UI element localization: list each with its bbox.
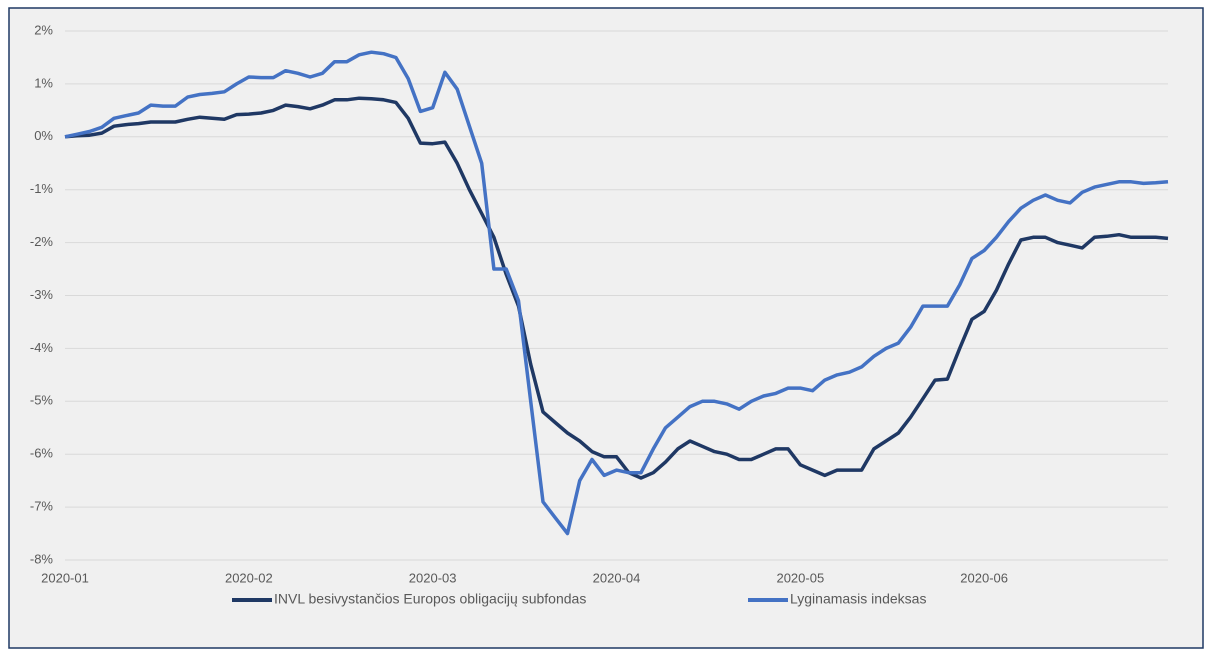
y-tick-label: -2% [30, 234, 54, 249]
x-tick-label: 2020-05 [776, 570, 824, 585]
y-tick-label: 0% [34, 128, 53, 143]
y-tick-label: 1% [34, 75, 53, 90]
x-tick-label: 2020-03 [409, 570, 457, 585]
x-tick-label: 2020-06 [960, 570, 1008, 585]
y-tick-label: -3% [30, 287, 54, 302]
y-tick-label: 2% [34, 22, 53, 37]
y-tick-label: -1% [30, 181, 54, 196]
x-tick-label: 2020-04 [593, 570, 641, 585]
chart-frame [8, 7, 1204, 649]
x-tick-label: 2020-02 [225, 570, 273, 585]
y-tick-label: -5% [30, 393, 54, 408]
x-tick-label: 2020-01 [41, 570, 89, 585]
y-tick-label: -7% [30, 499, 54, 514]
y-tick-label: -6% [30, 446, 54, 461]
series-line [64, 50, 1169, 536]
legend-label: Lyginamasis indeksas [790, 591, 926, 607]
y-tick-label: -8% [30, 551, 54, 566]
y-tick-label: -4% [30, 340, 54, 355]
series-line [64, 96, 1169, 480]
legend-label: INVL besivystančios Europos obligacijų s… [274, 591, 586, 607]
